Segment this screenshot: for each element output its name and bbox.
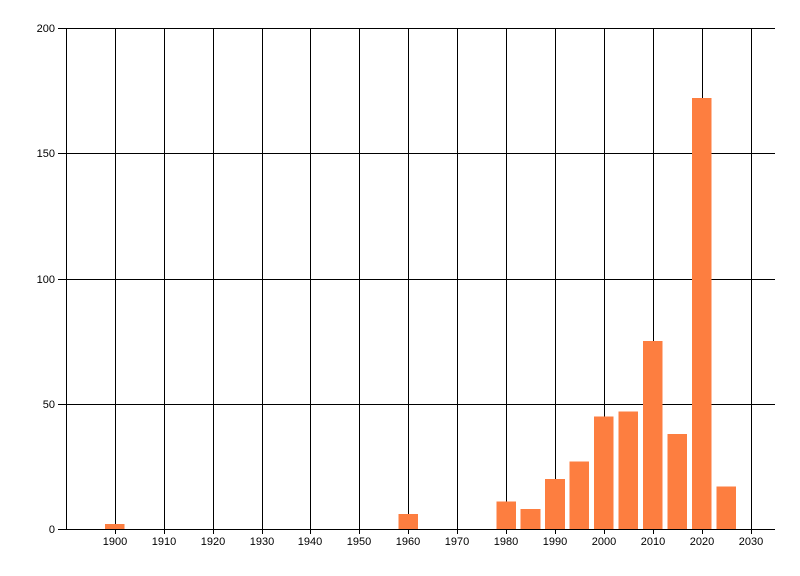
x-tick-label: 1910 — [152, 536, 176, 548]
bar-2000 — [594, 416, 614, 529]
x-tick-label: 1930 — [250, 536, 274, 548]
x-tick-label: 1950 — [347, 536, 371, 548]
x-tick-label: 1970 — [445, 536, 469, 548]
bar-2005 — [618, 411, 639, 529]
y-tick-label: 100 — [37, 274, 55, 286]
bar-2015 — [667, 433, 687, 529]
x-tick-label: 1980 — [494, 536, 518, 548]
bar-2010 — [643, 341, 663, 529]
x-tick-label: 2020 — [690, 536, 714, 548]
y-tick-label: 0 — [49, 524, 55, 536]
bar-2025 — [716, 486, 736, 529]
y-tick-label: 150 — [37, 148, 55, 160]
bar-1990 — [545, 478, 565, 529]
x-tick-label: 2010 — [641, 536, 665, 548]
bar-1985 — [520, 509, 541, 529]
x-tick-label: 2000 — [592, 536, 616, 548]
bar-1995 — [569, 461, 590, 529]
x-tick-label: 2030 — [739, 536, 763, 548]
y-tick-label: 200 — [37, 23, 55, 35]
x-tick-label: 1920 — [201, 536, 225, 548]
bar-2020 — [691, 98, 712, 529]
x-tick-label: 1990 — [543, 536, 567, 548]
x-tick-label: 1900 — [103, 536, 127, 548]
y-tick-label: 50 — [43, 399, 55, 411]
x-tick-label: 1960 — [396, 536, 420, 548]
bar-1960 — [398, 514, 419, 529]
bar-1900 — [105, 524, 125, 529]
bar-1980 — [496, 501, 516, 529]
x-tick-label: 1940 — [298, 536, 322, 548]
